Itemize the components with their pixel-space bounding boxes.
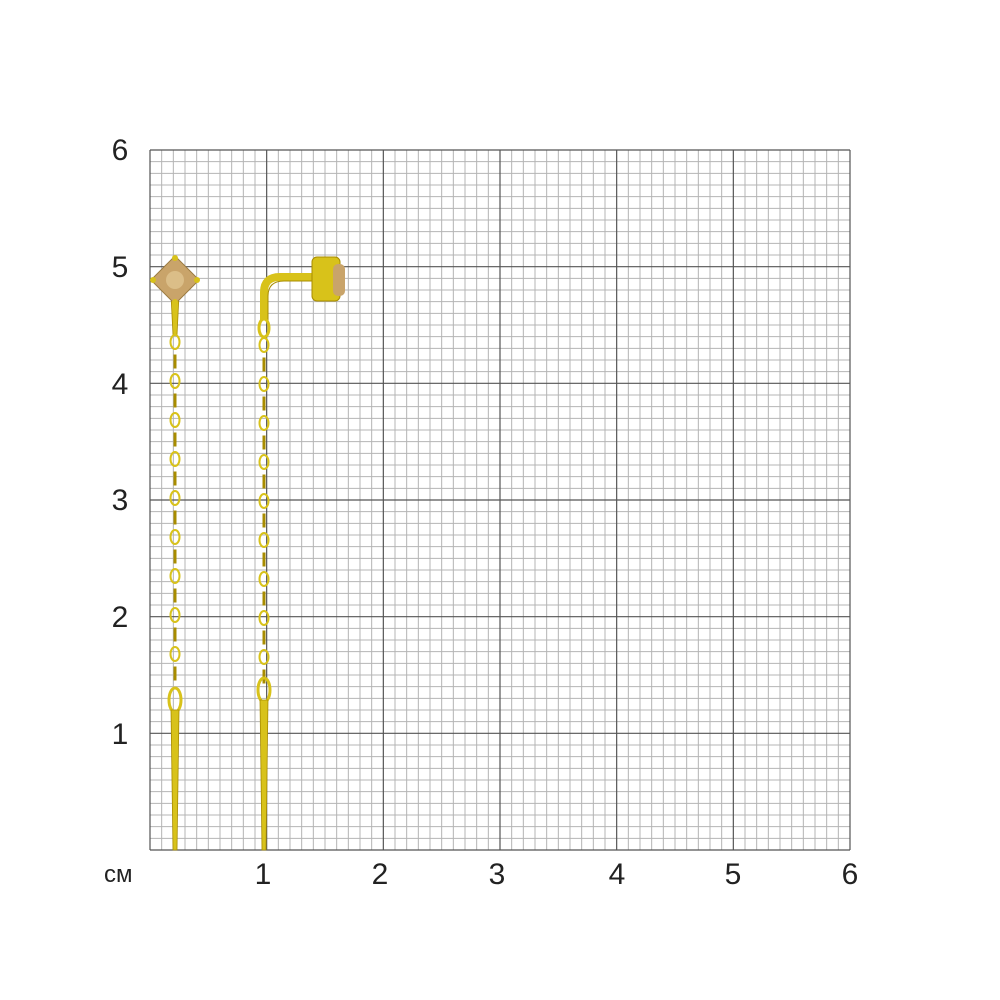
stone-icon (333, 264, 345, 296)
x-label-6: 6 (841, 858, 859, 891)
chain-link (169, 646, 181, 662)
threader-earring-side (256, 256, 345, 851)
stone-facet (166, 271, 184, 289)
prong (172, 299, 178, 305)
needle-bar (259, 699, 269, 851)
post (260, 273, 318, 320)
chain-link (258, 571, 270, 587)
y-label-3: 3 (111, 484, 129, 517)
chain-link (169, 529, 181, 545)
chain-link (258, 649, 270, 665)
x-label-4: 4 (608, 858, 626, 891)
x-label-2: 2 (371, 858, 389, 891)
chain-link (169, 490, 181, 506)
y-label-2: 2 (111, 601, 129, 634)
prong (194, 277, 200, 283)
needle-loop (167, 686, 183, 714)
chain-link (169, 412, 181, 428)
chain-link (169, 451, 181, 467)
chain-link (258, 415, 270, 431)
chain-link (169, 607, 181, 623)
chain-link (169, 334, 181, 350)
y-label-6: 6 (111, 134, 129, 167)
threader-earring-front (150, 255, 200, 851)
unit-label: см (104, 861, 133, 888)
x-label-1: 1 (254, 858, 272, 891)
y-label-4: 4 (111, 368, 129, 401)
chain-link (169, 373, 181, 389)
x-label-3: 3 (488, 858, 506, 891)
prong (172, 255, 178, 261)
chain-link (258, 532, 270, 548)
chain-link (169, 568, 181, 584)
prong (150, 277, 156, 283)
post-loop (257, 317, 271, 339)
chain-link (258, 376, 270, 392)
chain-link (258, 454, 270, 470)
chain-link (258, 493, 270, 509)
x-label-5: 5 (724, 858, 742, 891)
needle-bar (170, 709, 180, 851)
y-label-1: 1 (111, 718, 129, 751)
y-label-5: 5 (111, 251, 129, 284)
chain-link (258, 337, 270, 353)
post-shadow (267, 280, 322, 324)
chain-link (258, 610, 270, 626)
